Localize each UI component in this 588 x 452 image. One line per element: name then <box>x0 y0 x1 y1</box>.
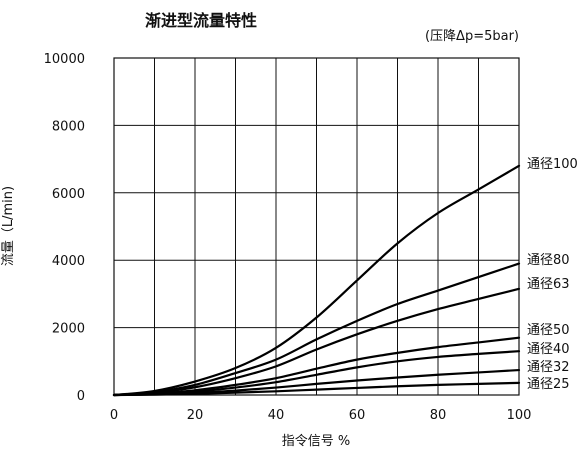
series-label: 通径80 <box>527 253 570 268</box>
series-label: 通径25 <box>527 377 570 392</box>
x-tick-label: 20 <box>187 408 204 423</box>
x-tick-label: 100 <box>507 408 532 423</box>
chart-title: 渐进型流量特性 <box>145 11 257 30</box>
y-axis-label: 流量（L/min) <box>1 186 16 266</box>
series-label-layer: 通径100 通径80 通径63 通径50 通径40 通径32 通径25 <box>527 157 578 392</box>
x-tick-label: 60 <box>349 408 366 423</box>
x-tick-label: 0 <box>110 408 118 423</box>
series-label: 通径100 <box>527 157 578 172</box>
y-tick-label: 10000 <box>44 52 85 67</box>
series-line-2 <box>112 287 521 397</box>
series-label: 通径50 <box>527 323 570 338</box>
series-layer <box>112 164 521 397</box>
series-label: 通径63 <box>527 277 570 292</box>
y-tick-label: 4000 <box>52 254 85 269</box>
y-tick-label: 0 <box>77 389 85 404</box>
tick-layer: 0 20 40 60 80 100 0 2000 4000 6000 8000 10000 <box>44 52 532 423</box>
y-tick-label: 8000 <box>52 119 85 134</box>
x-axis-label: 指令信号 % <box>282 434 351 449</box>
y-tick-label: 6000 <box>52 187 85 202</box>
series-label: 通径40 <box>527 342 570 357</box>
x-tick-label: 40 <box>268 408 285 423</box>
y-tick-label: 2000 <box>52 322 85 337</box>
series-label: 通径32 <box>527 360 570 375</box>
series-line-6 <box>112 381 521 397</box>
chart-subtitle: (压降Δp=5bar) <box>425 29 519 44</box>
series-line-0 <box>112 164 521 397</box>
x-tick-label: 80 <box>430 408 447 423</box>
plot-frame <box>113 57 520 396</box>
series-line-1 <box>112 262 521 397</box>
